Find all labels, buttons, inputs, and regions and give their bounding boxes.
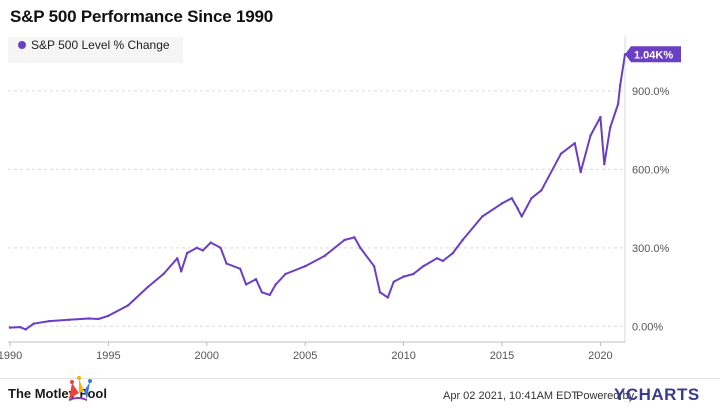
data-point [353,236,356,239]
y-tick-label: 600.0% [632,164,670,176]
data-point [402,275,405,278]
data-point [516,207,519,210]
y-tick-label: 300.0% [632,243,670,255]
data-point [609,126,612,129]
legend-label: S&P 500 Level % Change [31,38,170,52]
data-point [274,283,277,286]
data-point [24,328,27,331]
data-point [599,115,602,119]
legend-marker [18,41,26,49]
data-point [209,241,212,244]
data-point [239,267,242,270]
x-tick-label: 2020 [588,350,612,362]
data-point [195,246,199,250]
timestamp: Apr 02 2021, 10:41AM EDT. [443,390,580,402]
chart-title: S&P 500 Performance Since 1990 [10,7,274,26]
data-point [8,326,12,329]
data-point [18,325,22,329]
data-point [343,238,346,242]
data-point [284,272,287,276]
footer-divider [0,378,720,379]
legend-box [8,37,183,63]
brand-name: The Motley Fool [8,386,107,401]
data-point [372,264,376,268]
data-point [32,322,35,325]
x-tick-labels: 1990 1995 2000 2005 2010 2015 2020 [0,342,613,362]
data-point [392,280,395,284]
data-point [48,319,51,323]
x-tick-label: 2000 [195,350,219,362]
ycharts-logo: YCHARTS [614,385,700,404]
data-point [422,264,425,268]
data-point [176,257,179,260]
chart-svg: S&P 500 Level % Change 0.00% 300.0% 600.0%… [0,36,681,362]
data-point [540,189,543,192]
data-point [510,196,514,200]
x-tick-label: 2010 [391,350,415,362]
data-point [359,246,362,250]
data-point [225,262,228,265]
series-points [8,53,627,331]
grid-lines [8,90,625,327]
data-point [589,134,592,137]
data-point [126,304,130,307]
data-point [451,251,454,255]
data-point [67,318,71,321]
data-point [97,317,100,321]
data-point [323,254,327,257]
data-point [378,291,382,294]
data-point [616,102,620,106]
data-point [520,215,523,218]
data-point [303,264,307,268]
powered-by: Powered by [576,390,635,402]
data-point [219,246,222,250]
data-point [579,170,582,174]
jester-hat-icon [69,376,92,401]
y-tick-label: 900.0% [632,86,670,98]
data-point [107,314,110,318]
data-point [461,238,464,242]
data-point [260,291,264,294]
x-tick-label: 1990 [0,350,22,362]
data-point [530,196,533,200]
end-value-label: 1.04K% [634,49,673,61]
data-point [386,296,390,299]
data-point [162,272,165,276]
x-tick-label: 2005 [293,350,317,362]
data-point [435,257,439,260]
data-point [254,278,258,281]
data-point [87,317,90,320]
data-point [185,251,189,255]
data-point [441,259,445,263]
data-point [268,293,271,297]
data-point [573,142,577,145]
y-tick-label: 0.00% [632,321,663,333]
data-point [603,162,606,166]
data-point [481,215,484,218]
data-point [201,249,205,252]
data-point [412,272,415,276]
end-value-badge: 1.04K% [625,46,681,63]
x-tick-label: 1995 [96,350,120,362]
data-point [146,285,149,289]
end-badge-bg [625,46,681,63]
series-line [9,53,626,331]
data-point [244,283,248,286]
data-point [559,152,563,155]
data-point [179,270,183,273]
data-point [500,202,504,205]
y-tick-labels: 0.00% 300.0% 600.0% 900.0% [632,86,670,333]
data-point [618,84,622,87]
x-tick-label: 2015 [490,350,514,362]
